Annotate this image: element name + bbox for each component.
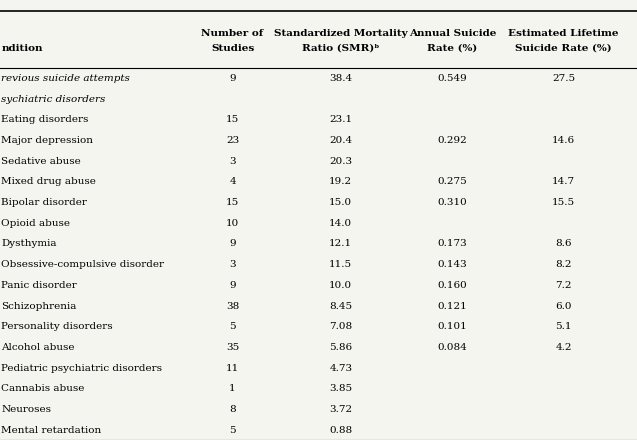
Text: 20.3: 20.3: [329, 157, 352, 166]
Text: 23: 23: [226, 136, 239, 145]
Text: ndition: ndition: [1, 44, 43, 53]
Text: 8.45: 8.45: [329, 301, 352, 311]
Text: 38.4: 38.4: [329, 74, 352, 83]
Text: Annual Suicide: Annual Suicide: [408, 29, 496, 37]
Text: 0.88: 0.88: [329, 425, 352, 435]
Text: Major depression: Major depression: [1, 136, 93, 145]
Text: Ratio (SMR)ᵇ: Ratio (SMR)ᵇ: [302, 44, 380, 53]
Text: 3: 3: [229, 260, 236, 269]
Text: Dysthymia: Dysthymia: [1, 239, 57, 249]
Text: Mental retardation: Mental retardation: [1, 425, 101, 435]
Text: 3: 3: [229, 157, 236, 166]
Text: 15: 15: [226, 115, 239, 125]
Text: 0.084: 0.084: [438, 343, 467, 352]
Text: 23.1: 23.1: [329, 115, 352, 125]
Text: 0.549: 0.549: [438, 74, 467, 83]
Text: 7.2: 7.2: [555, 281, 572, 290]
Text: Bipolar disorder: Bipolar disorder: [1, 198, 87, 207]
Text: Standardized Mortality: Standardized Mortality: [274, 29, 408, 37]
Text: 14.7: 14.7: [552, 177, 575, 187]
Text: Suicide Rate (%): Suicide Rate (%): [515, 44, 612, 53]
Text: Neuroses: Neuroses: [1, 405, 51, 414]
Text: Rate (%): Rate (%): [427, 44, 477, 53]
Text: 11.5: 11.5: [329, 260, 352, 269]
Text: 0.292: 0.292: [438, 136, 467, 145]
Text: 4: 4: [229, 177, 236, 187]
Text: 27.5: 27.5: [552, 74, 575, 83]
Text: Sedative abuse: Sedative abuse: [1, 157, 81, 166]
Text: 4.2: 4.2: [555, 343, 572, 352]
Text: 0.160: 0.160: [438, 281, 467, 290]
Text: Obsessive-compulsive disorder: Obsessive-compulsive disorder: [1, 260, 164, 269]
Text: 5.1: 5.1: [555, 322, 572, 331]
Text: 8: 8: [229, 405, 236, 414]
Text: 6.0: 6.0: [555, 301, 572, 311]
Text: 5: 5: [229, 425, 236, 435]
Text: Pediatric psychiatric disorders: Pediatric psychiatric disorders: [1, 363, 162, 373]
Text: 3.85: 3.85: [329, 384, 352, 393]
Text: 9: 9: [229, 239, 236, 249]
Text: 1: 1: [229, 384, 236, 393]
Text: Opioid abuse: Opioid abuse: [1, 219, 70, 228]
Text: 0.143: 0.143: [438, 260, 467, 269]
Text: 0.310: 0.310: [438, 198, 467, 207]
Text: Alcohol abuse: Alcohol abuse: [1, 343, 75, 352]
Text: 4.73: 4.73: [329, 363, 352, 373]
Text: 5: 5: [229, 322, 236, 331]
Text: 7.08: 7.08: [329, 322, 352, 331]
Text: 3.72: 3.72: [329, 405, 352, 414]
Text: 11: 11: [226, 363, 239, 373]
Text: 0.121: 0.121: [438, 301, 467, 311]
Text: 8.2: 8.2: [555, 260, 572, 269]
Text: Schizophrenia: Schizophrenia: [1, 301, 76, 311]
Text: 15: 15: [226, 198, 239, 207]
Text: 35: 35: [226, 343, 239, 352]
Text: 14.0: 14.0: [329, 219, 352, 228]
Text: Estimated Lifetime: Estimated Lifetime: [508, 29, 619, 37]
Text: 10.0: 10.0: [329, 281, 352, 290]
Text: 0.275: 0.275: [438, 177, 467, 187]
Text: revious suicide attempts: revious suicide attempts: [1, 74, 130, 83]
Text: 5.86: 5.86: [329, 343, 352, 352]
Text: Panic disorder: Panic disorder: [1, 281, 77, 290]
Text: Eating disorders: Eating disorders: [1, 115, 89, 125]
Text: 20.4: 20.4: [329, 136, 352, 145]
Text: Personality disorders: Personality disorders: [1, 322, 113, 331]
Text: 0.101: 0.101: [438, 322, 467, 331]
Text: sychiatric disorders: sychiatric disorders: [1, 95, 106, 104]
Text: 10: 10: [226, 219, 239, 228]
Text: 38: 38: [226, 301, 239, 311]
Text: Mixed drug abuse: Mixed drug abuse: [1, 177, 96, 187]
Text: Cannabis abuse: Cannabis abuse: [1, 384, 85, 393]
Text: 15.0: 15.0: [329, 198, 352, 207]
Text: 12.1: 12.1: [329, 239, 352, 249]
Text: Number of: Number of: [201, 29, 264, 37]
Text: 14.6: 14.6: [552, 136, 575, 145]
Text: 9: 9: [229, 281, 236, 290]
Text: Studies: Studies: [211, 44, 254, 53]
Text: 15.5: 15.5: [552, 198, 575, 207]
Text: 9: 9: [229, 74, 236, 83]
Text: 19.2: 19.2: [329, 177, 352, 187]
Text: 0.173: 0.173: [438, 239, 467, 249]
Text: 8.6: 8.6: [555, 239, 572, 249]
